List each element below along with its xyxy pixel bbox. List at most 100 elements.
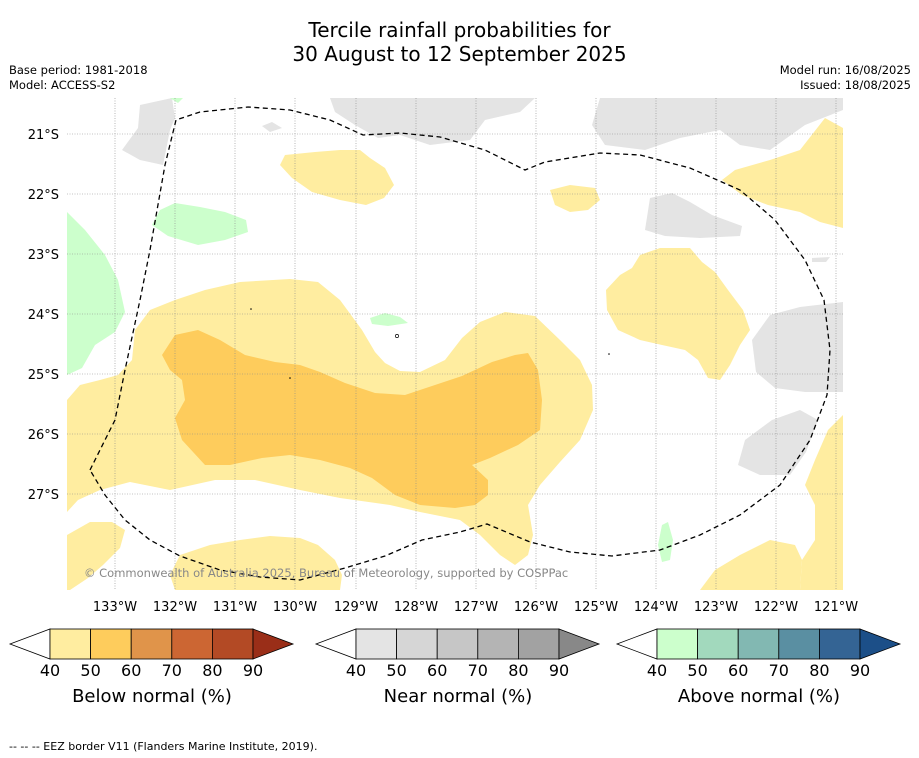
copyright-text: © Commonwealth of Australia 2025, Bureau… [84, 566, 568, 580]
lon-label: 125°W [574, 600, 618, 615]
above-normal-colorbar: 40 50 60 70 80 90 [615, 628, 902, 680]
colorbar-tick-label: 90 [549, 661, 569, 680]
near-normal-region [645, 193, 742, 238]
lon-label: 128°W [394, 600, 438, 615]
below-normal-region [722, 118, 843, 228]
lat-gridlines [67, 133, 843, 495]
base-period: Base period: 1981-2018 [9, 63, 148, 77]
colorbar-under-extension [314, 628, 357, 660]
above-normal-region [67, 212, 125, 375]
colorbar-segment [737, 628, 780, 660]
colorbar-tick-label: 60 [427, 661, 447, 680]
colorbar-over-extension [252, 628, 295, 660]
colorbar-segment [697, 628, 739, 660]
colorbar-segment [778, 628, 820, 660]
above-normal-regions [67, 98, 673, 562]
near-normal-colorbar: 40 50 60 70 80 90 [314, 628, 601, 680]
colorbar-under-extension [8, 628, 51, 660]
lon-label: 124°W [634, 600, 678, 615]
below-normal-colorbar-label: Below normal (%) [72, 686, 232, 707]
near-normal-region [122, 98, 175, 165]
near-normal-region [592, 98, 843, 150]
below-normal-region [67, 522, 125, 590]
colorbar-tick-label: 90 [850, 661, 870, 680]
eez-footer-note: -- -- -- EEZ border V11 (Flanders Marine… [9, 740, 318, 753]
eez-border [89, 106, 831, 581]
lon-label: 129°W [334, 600, 378, 615]
colorbar-tick-label: 70 [468, 661, 488, 680]
above-normal-region [152, 203, 248, 245]
map-title: Tercile rainfall probabilities for 30 Au… [0, 18, 919, 66]
colorbar-segment [396, 628, 438, 660]
colorbar-segment [477, 628, 519, 660]
map-plot-area: © Commonwealth of Australia 2025, Bureau… [67, 98, 843, 590]
near-normal-region [812, 257, 830, 262]
title-line-1: Tercile rainfall probabilities for [308, 18, 611, 42]
colorbar-tick-label: 50 [80, 661, 100, 680]
below-normal-region [162, 330, 542, 508]
colorbar-tick-label: 40 [40, 661, 60, 680]
lon-label: 121°W [814, 600, 858, 615]
below-normal-region [606, 248, 750, 380]
island-marker [250, 308, 252, 310]
near-normal-region [752, 302, 843, 392]
lat-labels: 21°S 22°S 23°S 24°S 25°S 26°S 27°S [28, 128, 59, 503]
lon-label: 126°W [514, 600, 558, 615]
island-marker [395, 334, 399, 338]
metadata-left: Base period: 1981-2018 Model: ACCESS-S2 [9, 63, 148, 93]
lat-label: 24°S [28, 308, 59, 323]
lon-label: 123°W [694, 600, 738, 615]
island-markers [250, 308, 610, 379]
lat-label: 27°S [28, 488, 59, 503]
colorbars: 40 50 60 70 80 90 40 50 60 70 80 90 40 50 60 70 80 90 [8, 628, 902, 680]
near-normal-regions [122, 98, 843, 475]
below-normal-region [800, 415, 843, 590]
colorbar-tick-label: 60 [728, 661, 748, 680]
lon-label: 130°W [273, 600, 317, 615]
near-normal-region [330, 98, 535, 145]
colorbar-under-extension [615, 628, 658, 660]
colorbar-tick-label: 80 [508, 661, 528, 680]
colorbar-segment [211, 628, 254, 660]
lon-label: 127°W [454, 600, 498, 615]
issued-date: Issued: 18/08/2025 [800, 78, 911, 92]
above-normal-colorbar-label: Above normal (%) [677, 686, 841, 707]
colorbar-segment [130, 628, 173, 660]
colorbar-tick-label: 80 [202, 661, 222, 680]
colorbar-segment [49, 628, 91, 660]
colorbar-tick-label: 80 [809, 661, 829, 680]
below-normal-50-regions [162, 330, 542, 508]
colorbar-segment [171, 628, 213, 660]
model-name: Model: ACCESS-S2 [9, 78, 116, 92]
lon-label: 133°W [93, 600, 137, 615]
above-normal-region [170, 98, 183, 103]
lon-label: 131°W [213, 600, 257, 615]
below-normal-region [170, 536, 342, 590]
colorbar-over-extension [859, 628, 902, 660]
lon-labels: 133°W 132°W 131°W 130°W 129°W 128°W 127°… [93, 600, 858, 615]
near-normal-colorbar-label: Near normal (%) [383, 686, 533, 707]
model-run: Model run: 16/08/2025 [779, 63, 911, 77]
island-marker [608, 353, 610, 355]
colorbar-segment [90, 628, 132, 660]
below-normal-region [700, 540, 802, 590]
colorbar-tick-label: 40 [346, 661, 366, 680]
near-normal-region [262, 122, 282, 132]
lat-label: 26°S [28, 428, 59, 443]
colorbar-segment [436, 628, 479, 660]
lon-label: 122°W [754, 600, 798, 615]
lat-label: 23°S [28, 248, 59, 263]
above-normal-region [370, 313, 408, 326]
colorbar-tick-label: 70 [769, 661, 789, 680]
lat-label: 25°S [28, 368, 59, 383]
lat-label: 21°S [28, 128, 59, 143]
colorbar-tick-label: 70 [162, 661, 182, 680]
colorbar-tick-label: 90 [243, 661, 263, 680]
colorbar-tick-label: 50 [386, 661, 406, 680]
colorbar-tick-label: 50 [687, 661, 707, 680]
colorbar-segment [656, 628, 698, 660]
metadata-right: Model run: 16/08/2025 Issued: 18/08/2025 [780, 63, 911, 93]
colorbar-segment [819, 628, 861, 660]
lon-label: 132°W [153, 600, 197, 615]
